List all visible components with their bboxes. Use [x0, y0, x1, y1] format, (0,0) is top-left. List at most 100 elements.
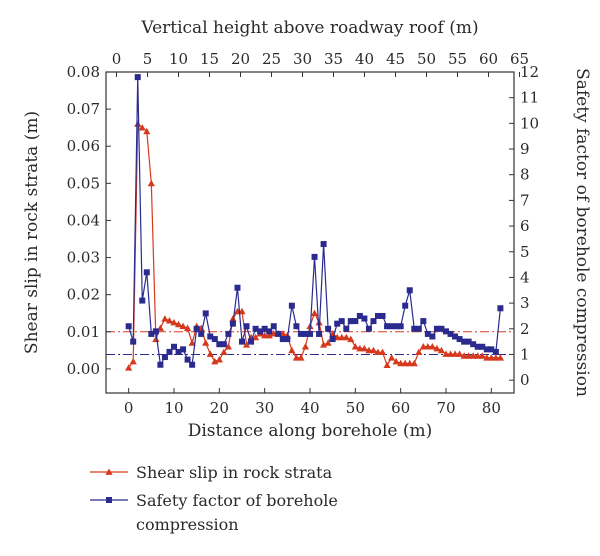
x2-tick-label: 30	[293, 50, 312, 68]
x-tick-label: 60	[391, 399, 410, 417]
y2-tick-label: 0	[520, 371, 530, 389]
data-point-square	[375, 312, 381, 319]
data-point-triangle	[419, 343, 427, 350]
legend-label: Safety factor of borehole	[136, 491, 338, 510]
x2-tick-label: 45	[386, 50, 405, 68]
x2-tick-label: 55	[448, 50, 467, 68]
x-tick-label: 80	[482, 399, 501, 417]
x2-tick-label: 60	[479, 50, 498, 68]
data-point-square	[420, 318, 427, 325]
data-point-square	[261, 325, 268, 332]
y2-tick-label: 10	[520, 114, 539, 132]
data-point-square	[148, 330, 155, 337]
data-point-square	[157, 361, 164, 368]
data-point-square	[483, 346, 490, 353]
data-point-square	[492, 348, 499, 355]
data-point-triangle	[261, 331, 269, 339]
x2-tick-label: 0	[112, 50, 122, 68]
data-point-square	[270, 323, 277, 330]
x2-axis-title: Vertical height above roadway roof (m)	[140, 18, 478, 38]
data-point-triangle	[338, 333, 346, 341]
data-point-square	[370, 318, 377, 325]
data-point-triangle	[206, 350, 214, 357]
x-tick-label: 70	[436, 399, 455, 417]
data-point-triangle	[292, 354, 300, 361]
y2-tick-label: 2	[520, 320, 530, 338]
data-point-square	[474, 343, 481, 350]
x2-tick-label: 20	[231, 50, 250, 68]
data-point-square	[497, 305, 504, 312]
y2-tick-label: 5	[520, 243, 530, 261]
data-point-square	[257, 328, 264, 335]
data-point-triangle	[202, 339, 210, 346]
data-point-triangle	[170, 318, 178, 326]
data-point-triangle	[161, 315, 169, 322]
data-point-square	[316, 330, 323, 337]
data-point-triangle	[397, 359, 405, 367]
y-tick-label: 0.03	[67, 249, 100, 267]
data-point-square	[171, 343, 177, 350]
data-point-triangle	[406, 359, 414, 367]
data-point-triangle	[483, 354, 491, 361]
data-point-square	[429, 333, 436, 340]
x-tick-label: 50	[346, 399, 365, 417]
legend-marker-square	[106, 497, 112, 503]
series-lines	[125, 74, 504, 371]
axis-titles: Distance along borehole (m) Vertical heig…	[22, 18, 592, 441]
data-point-triangle	[356, 344, 364, 352]
data-point-triangle	[320, 341, 328, 348]
data-point-square	[207, 333, 214, 340]
x-tick-label: 0	[124, 399, 134, 417]
data-point-triangle	[188, 339, 196, 346]
x2-tick-label: 15	[200, 50, 219, 68]
data-point-triangle	[424, 343, 432, 350]
data-point-square	[397, 323, 404, 330]
data-point-square	[352, 318, 359, 325]
data-point-triangle	[360, 344, 368, 352]
x-tick-label: 10	[164, 399, 183, 417]
data-point-triangle	[288, 346, 296, 354]
data-point-square	[198, 330, 205, 337]
data-point-square	[488, 346, 495, 353]
data-point-square	[307, 330, 313, 337]
data-point-triangle	[297, 354, 305, 361]
data-point-triangle	[456, 350, 464, 357]
data-point-square	[329, 336, 336, 343]
data-point-square	[424, 330, 431, 337]
data-point-square	[447, 330, 454, 337]
data-point-triangle	[388, 354, 396, 361]
data-point-square	[311, 253, 318, 260]
x2-tick-label: 10	[169, 50, 188, 68]
legend-label: Shear slip in rock strata	[136, 463, 333, 482]
data-point-square	[130, 338, 137, 345]
data-point-square	[234, 284, 241, 291]
data-point-square	[297, 330, 304, 337]
data-point-triangle	[446, 350, 455, 357]
data-point-triangle	[469, 352, 477, 359]
x-axis-title: Distance along borehole (m)	[188, 421, 433, 441]
data-point-square	[139, 297, 146, 304]
data-point-square	[243, 323, 250, 330]
y2-tick-label: 4	[520, 268, 530, 286]
x2-tick-label: 65	[510, 50, 529, 68]
data-point-square	[229, 320, 236, 327]
data-point-triangle	[324, 339, 332, 346]
x2-tick-label: 50	[417, 50, 436, 68]
data-point-triangle	[474, 352, 482, 359]
data-point-triangle	[138, 124, 146, 131]
data-point-triangle	[215, 356, 223, 363]
data-point-triangle	[460, 352, 468, 359]
data-point-triangle	[392, 357, 400, 365]
x-tick-label: 20	[210, 399, 229, 417]
data-point-triangle	[143, 127, 151, 135]
data-point-square	[279, 336, 286, 343]
data-point-triangle	[496, 354, 504, 361]
x2-tick-label: 35	[324, 50, 343, 68]
y-tick-label: 0.02	[67, 286, 100, 304]
series-safety-factor	[125, 74, 504, 368]
data-point-square	[284, 336, 291, 343]
data-point-triangle	[478, 352, 486, 359]
axis-ticks: 0 10 20 30 40 50 60 70 800 5 10 15 20 25 30 35 40 45 50 55 6…	[67, 50, 540, 417]
data-point-triangle	[369, 346, 378, 354]
data-point-square	[152, 328, 159, 335]
